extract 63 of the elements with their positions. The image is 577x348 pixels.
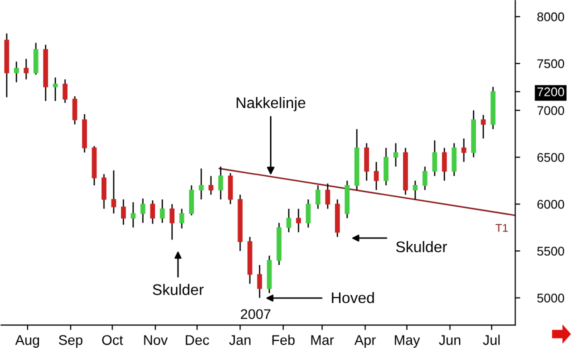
annotation: 2007 <box>240 309 270 320</box>
x-tick-label: Aug <box>15 335 40 348</box>
x-tick-label: Jun <box>438 335 460 345</box>
annotation: Skulder <box>152 284 204 296</box>
annotation: Nakkelinje <box>236 96 306 112</box>
candlestick <box>384 147 388 186</box>
x-tick-label: May <box>394 335 420 348</box>
y-tick-label: 7000 <box>537 106 564 116</box>
candlestick <box>140 198 146 224</box>
candlestick <box>24 58 29 80</box>
candlestick <box>160 198 165 224</box>
y-tick-label: 5500 <box>537 246 564 256</box>
candlestick <box>208 175 214 196</box>
candlestick <box>412 180 418 200</box>
x-tick-label: Mar <box>311 335 334 345</box>
candlestick <box>189 184 194 216</box>
x-tick-label: Feb <box>272 334 295 345</box>
candlestick <box>296 208 301 233</box>
y-tick-label: 6500 <box>537 153 564 162</box>
candlestick <box>480 114 486 140</box>
candlestick <box>218 166 224 200</box>
annotation: Hoved <box>332 292 374 304</box>
x-tick-label: Nov <box>144 335 168 345</box>
candlestick <box>461 138 466 163</box>
candlestick <box>432 140 438 177</box>
y-tick-label: 7200 <box>537 87 564 96</box>
candlestick <box>325 182 330 210</box>
candlestick <box>374 161 379 191</box>
candlestick <box>62 78 68 104</box>
x-tick-label: Oct <box>102 335 124 345</box>
y-tick-label: 8000 <box>537 12 564 22</box>
candlestick <box>422 166 428 191</box>
candlestick <box>442 147 447 182</box>
candlestick <box>52 76 58 102</box>
y-tick-label: 6000 <box>537 200 564 209</box>
candlestick <box>33 42 38 76</box>
candlestick <box>111 170 116 214</box>
candlestick <box>306 198 311 228</box>
candlestick <box>393 142 398 168</box>
x-tick-label: Jul <box>482 334 500 345</box>
candlestick <box>286 208 292 233</box>
candlestick <box>72 96 78 126</box>
candlestick <box>120 198 126 226</box>
y-tick-label: 7500 <box>537 59 564 68</box>
candlestick <box>150 200 156 224</box>
annotation: Skulder <box>396 241 448 252</box>
x-tick-label: Jan <box>229 335 250 345</box>
candlestick <box>257 264 262 298</box>
candlestick <box>130 202 136 228</box>
x-tick-label: Dec <box>186 335 210 345</box>
candlestick <box>170 203 174 240</box>
candlestick <box>198 168 204 200</box>
candlestick <box>364 142 370 182</box>
candlestick <box>14 61 19 83</box>
x-tick-label: Apr <box>354 335 376 348</box>
candlestick <box>452 142 457 177</box>
x-tick-label: Sep <box>58 335 82 348</box>
y-tick-label: 5000 <box>537 294 564 302</box>
candlestick <box>228 172 233 205</box>
candlestick <box>179 208 184 230</box>
candlestick <box>316 184 320 210</box>
annotation: T1 <box>496 224 508 232</box>
candlestick <box>102 173 106 210</box>
